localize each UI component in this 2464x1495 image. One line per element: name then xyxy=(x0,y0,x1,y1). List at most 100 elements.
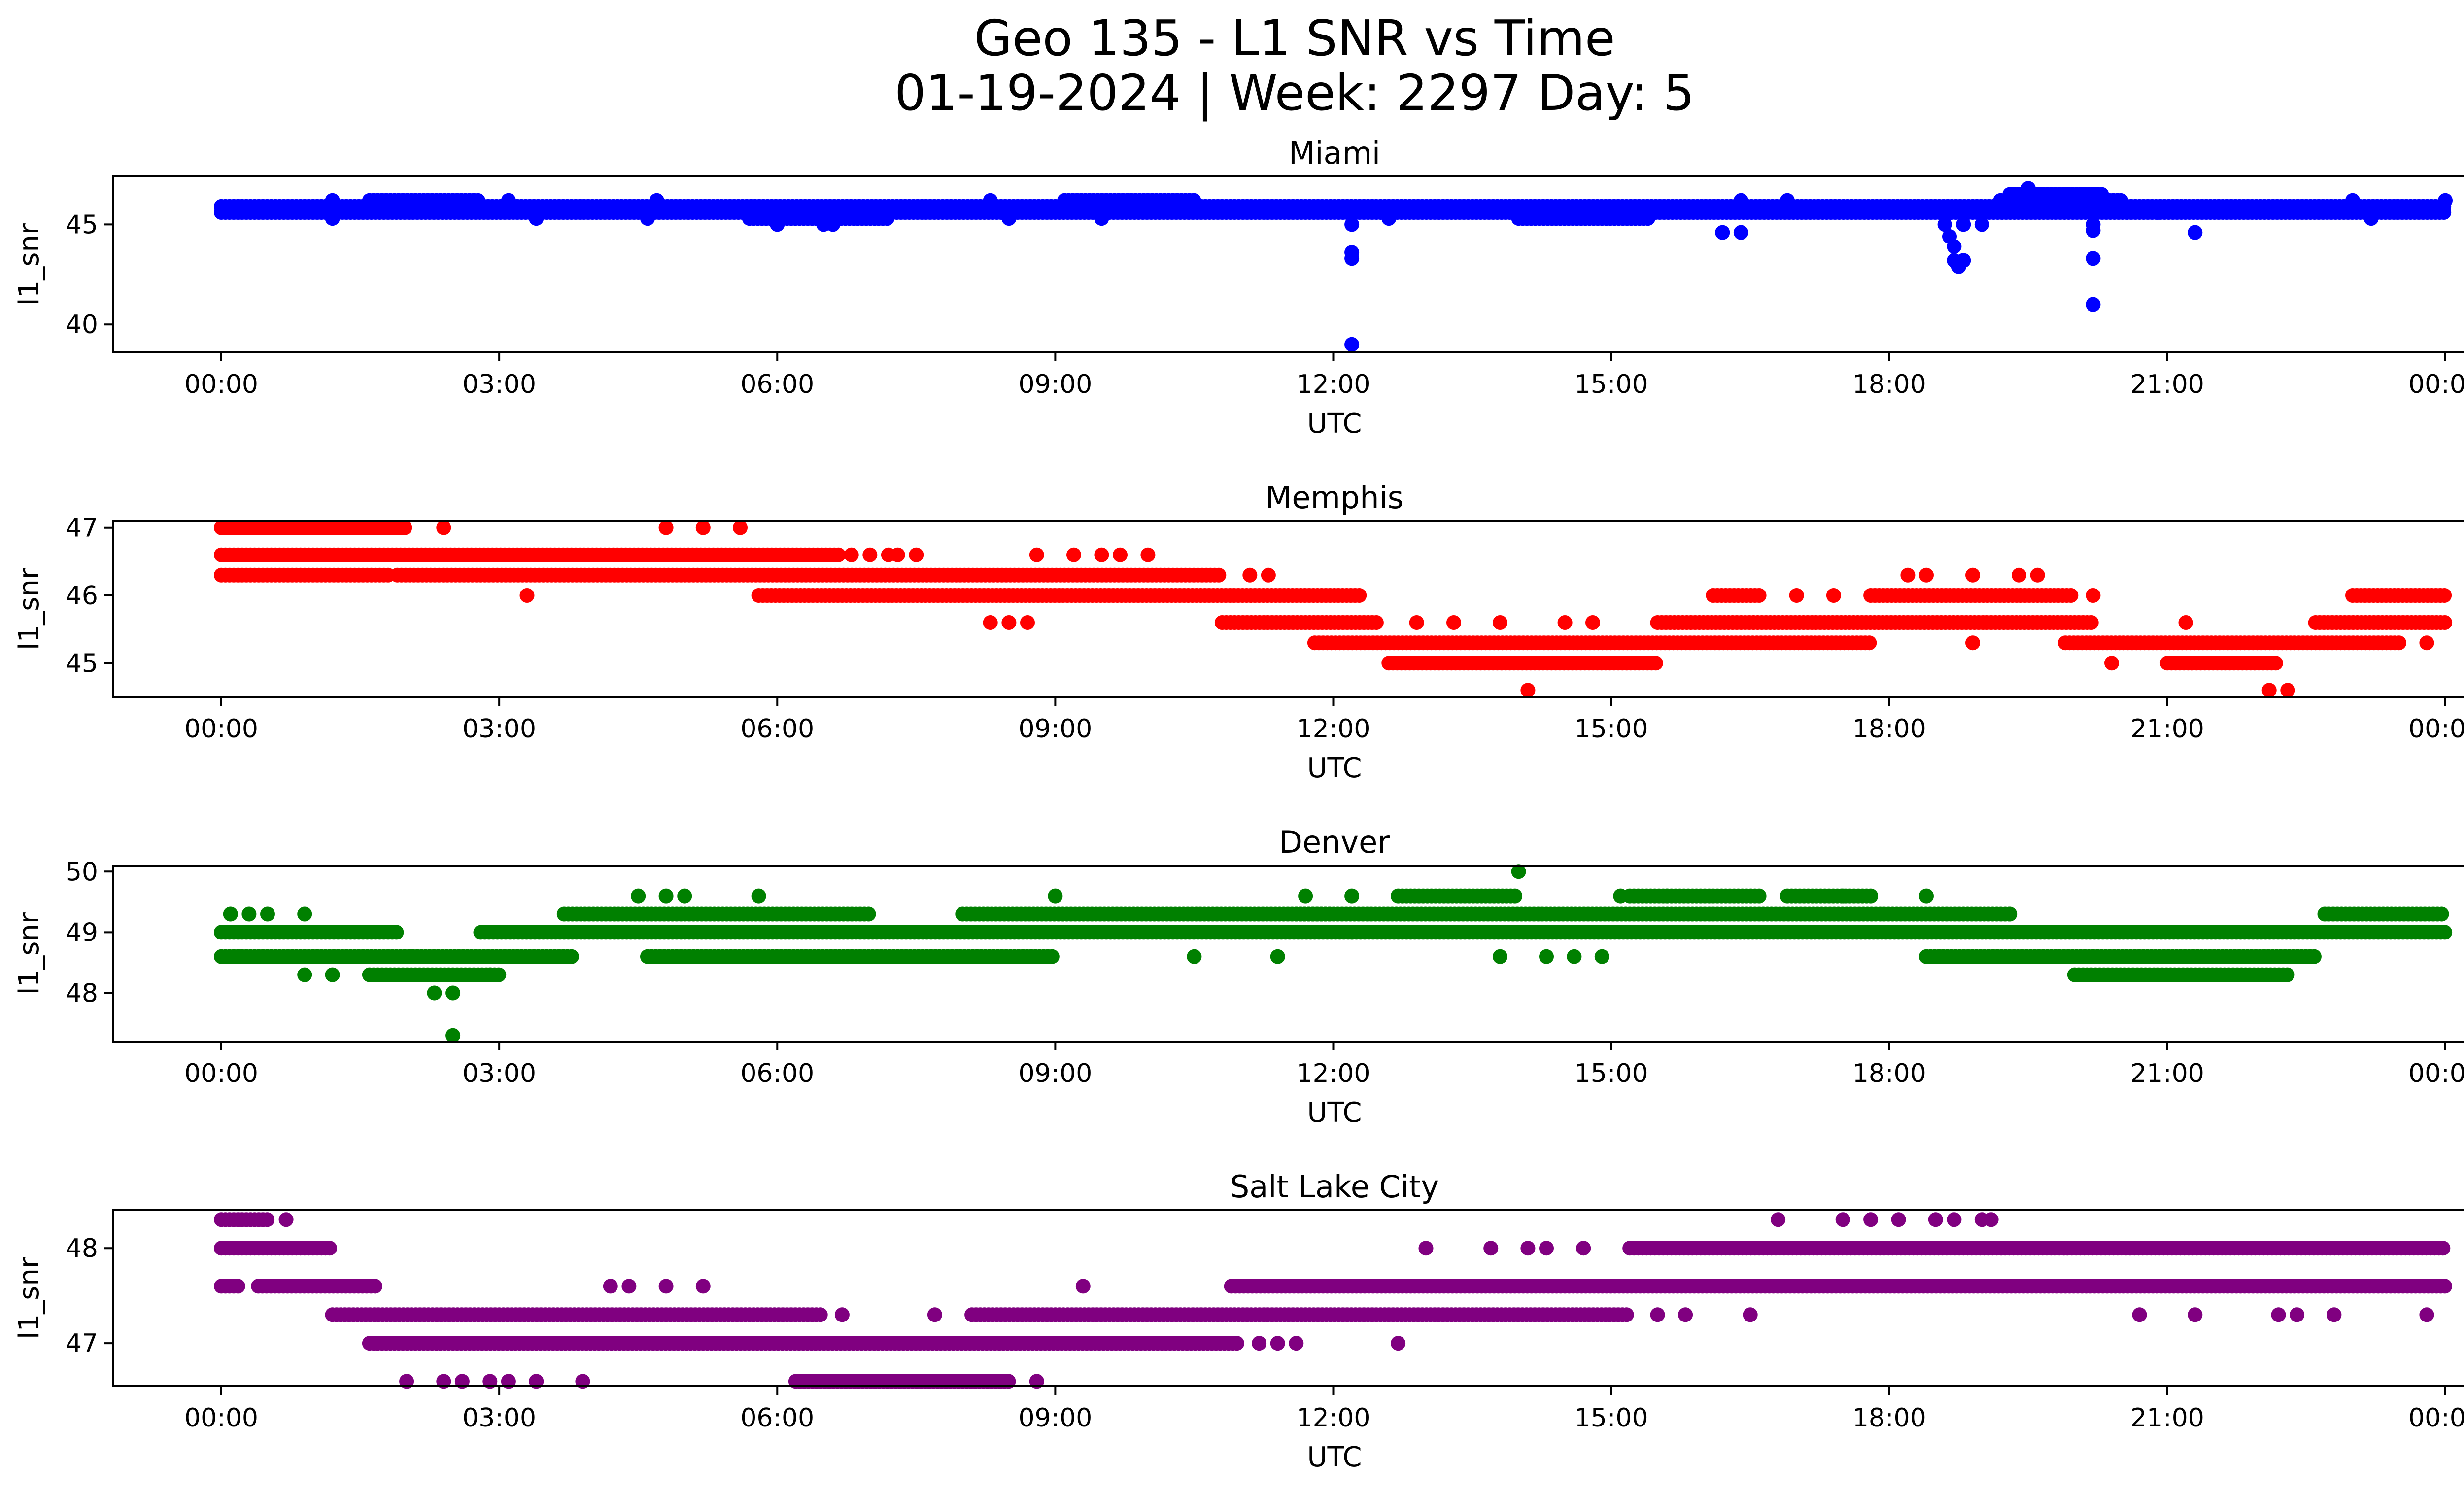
memphis-x-tick-label: 12:00 xyxy=(1297,714,1370,744)
memphis-data-point xyxy=(1789,588,1804,603)
miami-data-point xyxy=(2438,193,2453,208)
miami-data-point xyxy=(1640,211,1655,226)
memphis-data-point xyxy=(1900,567,1916,583)
miami-data-point xyxy=(501,193,516,208)
denver-data-point xyxy=(297,967,312,982)
denver-data-point xyxy=(1493,949,1507,964)
salt-lake-city-data-points xyxy=(214,1212,2453,1389)
salt-lake-city-data-point xyxy=(260,1212,275,1227)
memphis-data-point xyxy=(844,547,859,562)
miami-x-tick-label: 00:00 xyxy=(184,370,258,399)
memphis-data-point xyxy=(1862,635,1877,651)
memphis-y-tick-label: 46 xyxy=(66,581,98,611)
memphis-data-point xyxy=(1094,547,1109,562)
denver-data-point xyxy=(677,888,692,904)
denver-y-tick-label: 50 xyxy=(66,857,98,887)
memphis-data-point xyxy=(1001,615,1017,630)
denver-data-point xyxy=(1835,888,1850,904)
denver-data-point xyxy=(241,906,257,922)
salt-lake-city-data-point xyxy=(813,1307,828,1322)
memphis-data-point xyxy=(658,520,674,535)
memphis-data-point xyxy=(1520,683,1536,698)
denver-data-point xyxy=(1187,949,1202,964)
miami-data-point xyxy=(2086,251,2101,266)
memphis-data-point xyxy=(1446,615,1461,630)
miami-data-point xyxy=(2030,187,2045,202)
memphis-data-point xyxy=(2437,588,2452,603)
denver-data-point xyxy=(2002,906,2018,922)
miami-x-tick-label: 06:00 xyxy=(740,370,814,399)
miami-data-point xyxy=(2086,223,2101,238)
memphis-data-point xyxy=(1826,588,1841,603)
memphis-data-point xyxy=(1066,547,1081,562)
miami-data-point xyxy=(2151,205,2166,220)
memphis-data-point xyxy=(890,547,905,562)
memphis-x-tick-label: 18:00 xyxy=(1852,714,1926,744)
miami-y-tick-label: 45 xyxy=(66,210,98,240)
memphis-data-point xyxy=(2437,615,2453,630)
miami-data-point xyxy=(325,193,340,208)
memphis-data-point xyxy=(1113,547,1128,562)
denver-data-point xyxy=(2049,949,2064,964)
memphis-x-tick-label: 06:00 xyxy=(740,714,814,744)
denver-data-point xyxy=(1594,949,1609,964)
denver-data-point xyxy=(223,906,238,922)
denver-data-point xyxy=(1298,888,1313,904)
miami-data-point xyxy=(1715,225,1730,240)
miami-x-tick-label: 00:00 xyxy=(2408,370,2464,399)
memphis-x-axis-label: UTC xyxy=(1307,752,1362,784)
denver-x-tick-label: 18:00 xyxy=(1852,1059,1926,1088)
memphis-data-point xyxy=(1140,547,1156,562)
denver-data-point xyxy=(1344,888,1360,904)
denver-x-tick-label: 09:00 xyxy=(1018,1059,1092,1088)
miami-data-point xyxy=(529,211,544,226)
denver-data-point xyxy=(1863,888,1879,904)
memphis-data-point xyxy=(983,615,998,630)
memphis-data-point xyxy=(2261,683,2277,698)
memphis-subplot-title: Memphis xyxy=(1266,480,1403,516)
miami-data-point xyxy=(1733,225,1748,240)
miami-data-point xyxy=(1344,337,1360,352)
denver-data-point xyxy=(1539,949,1554,964)
memphis-data-point xyxy=(2030,567,2045,583)
denver-data-point xyxy=(325,967,340,982)
miami-x-tick-label: 18:00 xyxy=(1852,370,1926,399)
salt-lake-city-subplot-title: Salt Lake City xyxy=(1230,1169,1439,1205)
miami-data-point xyxy=(880,211,895,226)
miami-data-point xyxy=(1381,211,1397,226)
denver-data-point xyxy=(482,967,498,982)
memphis-data-point xyxy=(733,520,748,535)
denver-data-point xyxy=(1567,949,1582,964)
memphis-data-points xyxy=(214,520,2453,698)
miami-data-point xyxy=(1733,193,1748,208)
memphis-data-point xyxy=(436,520,451,535)
memphis-data-point xyxy=(519,588,535,603)
memphis-data-point xyxy=(2419,635,2434,651)
memphis-data-point xyxy=(862,547,878,562)
miami-data-point xyxy=(649,193,664,208)
miami-y-axis-label: l1_snr xyxy=(13,223,45,306)
denver-data-point xyxy=(427,985,442,1001)
denver-x-tick-label: 15:00 xyxy=(1574,1059,1648,1088)
memphis-x-tick-label: 09:00 xyxy=(1018,714,1092,744)
denver-data-point xyxy=(297,906,312,922)
miami-data-points xyxy=(214,181,2453,352)
memphis-y-axis-label: l1_snr xyxy=(13,567,45,650)
memphis-data-point xyxy=(1751,588,1767,603)
denver-y-tick-label: 49 xyxy=(66,918,98,947)
denver-x-tick-label: 06:00 xyxy=(740,1059,814,1088)
memphis-x-tick-label: 00:00 xyxy=(184,714,258,744)
miami-x-tick-label: 15:00 xyxy=(1574,370,1648,399)
miami-data-point xyxy=(1344,251,1360,266)
denver-data-point xyxy=(1270,949,1285,964)
salt-lake-city-data-point xyxy=(230,1279,245,1294)
salt-lake-city-data-point xyxy=(2435,1241,2451,1256)
miami-data-point xyxy=(1001,211,1017,226)
miami-data-point xyxy=(1956,217,1971,232)
memphis-data-point xyxy=(1965,635,1980,651)
